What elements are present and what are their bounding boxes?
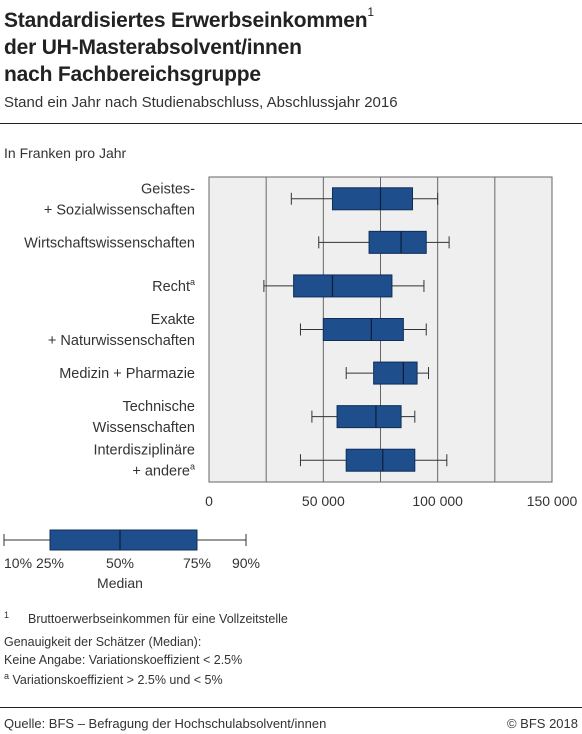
- boxplot-chart: 0 50 000 100 000 150 000 Geistes- + Sozialwis…: [24, 176, 578, 509]
- x-tick-label: 50 000: [302, 493, 345, 509]
- category-label-sup: a: [190, 277, 195, 287]
- iqr-box: [322, 318, 404, 341]
- category-label: Wirtschaftswissenschaften: [24, 235, 195, 251]
- title-line-2: der UH-Masterabsolvent/innen: [4, 36, 302, 59]
- title-line-3: nach Fachbereichsgruppe: [4, 63, 261, 86]
- footnote-1-text: Bruttoerwerbseinkommen für eine Vollzeit…: [27, 612, 288, 627]
- category-row: Geistes- + Sozialwissenschaften: [44, 181, 439, 218]
- copyright: © BFS 2018: [506, 716, 578, 731]
- category-row: Technische Wissenschaften: [93, 399, 416, 436]
- x-tick-label: 150 000: [527, 493, 578, 509]
- category-label: + anderea: [132, 462, 195, 480]
- unit-label: In Franken pro Jahr: [4, 145, 127, 161]
- category-label: Technische: [122, 399, 195, 415]
- title-line-1: Standardisiertes Erwerbseinkommen: [4, 9, 368, 32]
- category-row: Exakte + Naturwissenschaften: [48, 312, 427, 349]
- legend-label: 10%: [4, 555, 32, 571]
- footnote-1: 1 Bruttoerwerbseinkommen für eine Vollze…: [4, 610, 288, 626]
- category-label: Exakte: [151, 312, 195, 328]
- legend-label: 90%: [232, 555, 260, 571]
- accuracy-a-text: Variationskoeffizient > 2.5% und < 5%: [12, 673, 223, 688]
- category-label: + Naturwissenschaften: [48, 333, 195, 349]
- category-label: + Sozialwissenschaften: [44, 202, 195, 218]
- iqr-box: [336, 405, 402, 429]
- x-tick-label: 0: [205, 493, 213, 509]
- title-footnote-mark: 1: [367, 5, 374, 19]
- category-label: Rechta: [152, 277, 195, 295]
- category-row: Wirtschaftswissenschaften: [24, 230, 450, 254]
- category-row: Interdisziplinäre + anderea: [93, 443, 448, 480]
- category-row: Rechta: [152, 274, 425, 298]
- iqr-box: [373, 361, 418, 385]
- legend-label: 75%: [183, 555, 211, 571]
- legend-label: 50%: [106, 555, 134, 571]
- legend: 10% 25% 50% 75% 90% Median: [3, 529, 260, 591]
- chart-title: Standardisiertes Erwerbseinkommen1 der U…: [4, 2, 574, 88]
- footnote-1-mark: 1: [4, 610, 10, 620]
- bottom-divider: [0, 707, 582, 708]
- category-row: Medizin + Pharmazie: [59, 361, 430, 385]
- legend-median-label: Median: [97, 575, 143, 591]
- iqr-box: [345, 448, 416, 472]
- x-tick-label: 100 000: [412, 493, 463, 509]
- category-label: Medizin + Pharmazie: [59, 366, 195, 382]
- legend-box: [49, 529, 198, 551]
- iqr-box: [368, 230, 427, 254]
- source-note: Quelle: BFS – Befragung der Hochschulabs…: [4, 716, 327, 731]
- iqr-box: [293, 274, 393, 298]
- category-label: Wissenschaften: [93, 420, 195, 436]
- chart-subtitle: Stand ein Jahr nach Studienabschluss, Ab…: [4, 94, 398, 111]
- accuracy-title: Genauigkeit der Schätzer (Median):: [4, 635, 202, 649]
- category-label: Interdisziplinäre: [93, 443, 195, 459]
- category-label: Geistes-: [141, 181, 195, 197]
- legend-label: 25%: [36, 555, 64, 571]
- iqr-box: [331, 187, 414, 211]
- accuracy-none: Keine Angabe: Variationskoeffizient < 2.…: [4, 653, 243, 667]
- accuracy-a-mark: a: [4, 671, 10, 681]
- category-label-sup: a: [190, 462, 195, 472]
- accuracy-a: a Variationskoeffizient > 2.5% und < 5%: [4, 671, 223, 687]
- top-divider: [0, 123, 582, 124]
